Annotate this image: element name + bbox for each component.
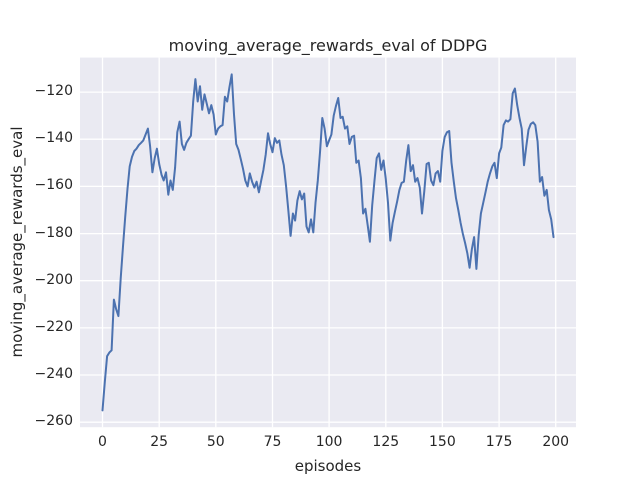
y-tick-label: −140 (34, 130, 73, 147)
axes-background (80, 57, 576, 428)
series-line (101, 73, 555, 412)
x-tick-label: 75 (263, 434, 282, 450)
x-tick-label: 100 (315, 434, 343, 450)
y-tick-label: −200 (34, 271, 73, 288)
y-tick-label: −160 (34, 177, 73, 194)
x-tick-label: 25 (150, 434, 169, 450)
x-tick-label: 0 (98, 434, 107, 450)
x-axis-label: episodes (294, 457, 362, 475)
x-tick-label: 50 (206, 434, 225, 450)
x-tick-label: 150 (429, 434, 456, 450)
chart-title: moving_average_rewards_eval of DDPG (168, 36, 488, 55)
x-tick-label: 200 (542, 434, 570, 450)
x-tick-label: 175 (485, 434, 513, 450)
y-tick-label: −180 (34, 224, 73, 241)
x-tick-label: 125 (372, 434, 400, 450)
y-tick-label: −120 (34, 83, 73, 100)
y-tick-label: −220 (34, 318, 73, 335)
y-tick-label: −260 (34, 413, 73, 430)
y-tick-label: −240 (34, 366, 73, 382)
